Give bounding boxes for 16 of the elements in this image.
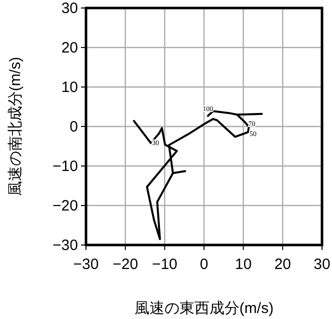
y-tick-label: 20 — [61, 40, 78, 56]
y-tick-label: −10 — [52, 158, 78, 175]
y-axis-title: 風速の南北成分(m/s) — [7, 56, 24, 196]
x-tick-label: 10 — [234, 256, 252, 273]
y-tick-label: −20 — [52, 198, 78, 214]
x-tick-label: −20 — [112, 256, 138, 273]
x-tick-label: −30 — [73, 256, 99, 273]
x-axis-title: 風速の東西成分(m/s) — [134, 300, 274, 317]
x-tick-label: 30 — [314, 256, 330, 273]
x-tick-label: −10 — [152, 256, 178, 273]
x-tick-label: 20 — [274, 256, 292, 273]
x-tick-label: 0 — [200, 256, 208, 273]
y-tick-label: 10 — [61, 79, 78, 96]
y-tick-label: 0 — [70, 118, 78, 136]
y-tick-label: −30 — [52, 237, 78, 254]
y-tick-label: 30 — [61, 0, 78, 17]
